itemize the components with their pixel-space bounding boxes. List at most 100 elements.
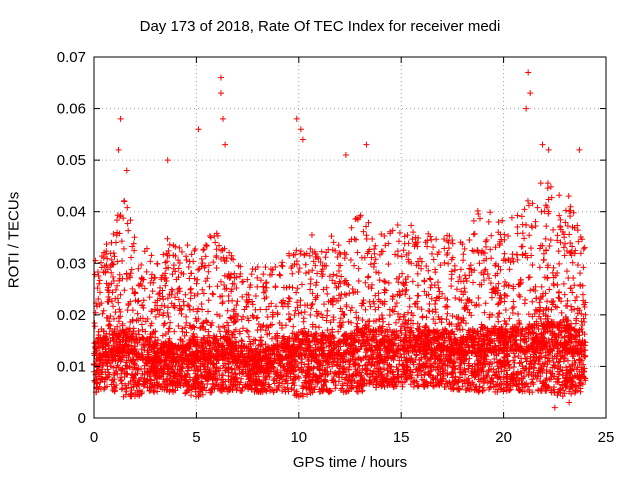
data-point — [404, 273, 411, 280]
data-point — [112, 286, 119, 293]
data-point — [250, 314, 257, 321]
data-point — [462, 371, 469, 378]
data-point — [564, 247, 571, 254]
data-point — [221, 245, 228, 252]
data-point — [543, 223, 550, 230]
data-point — [355, 388, 362, 395]
data-point — [571, 250, 578, 257]
data-point — [410, 229, 417, 236]
data-point — [135, 265, 142, 272]
data-point — [244, 328, 251, 335]
data-point — [114, 295, 121, 302]
data-point — [162, 282, 169, 289]
data-point — [202, 253, 209, 260]
data-point — [526, 274, 533, 281]
data-point — [188, 392, 195, 399]
data-point — [147, 322, 154, 329]
data-point — [544, 180, 551, 187]
data-point — [143, 268, 150, 275]
data-point — [358, 254, 365, 261]
data-point — [263, 279, 270, 286]
data-point — [515, 310, 522, 317]
data-point — [567, 203, 574, 210]
data-point — [419, 314, 426, 321]
data-point — [360, 228, 367, 235]
data-point — [171, 328, 178, 335]
data-point — [128, 254, 135, 261]
data-point — [546, 286, 553, 293]
data-point — [556, 386, 563, 393]
data-point — [457, 266, 464, 273]
data-point — [547, 183, 554, 190]
data-point — [376, 251, 383, 258]
data-point — [475, 211, 482, 218]
data-point — [319, 314, 326, 321]
data-point — [272, 303, 279, 310]
data-point — [249, 301, 256, 308]
data-point — [166, 241, 173, 248]
data-point — [148, 252, 155, 259]
data-point — [263, 284, 270, 291]
data-point — [186, 275, 193, 282]
data-point — [406, 295, 413, 302]
data-point — [324, 327, 331, 334]
data-point — [564, 357, 571, 364]
data-point — [555, 248, 562, 255]
data-point — [445, 260, 452, 267]
data-point — [362, 279, 369, 286]
data-point — [393, 300, 400, 307]
data-point — [324, 290, 331, 297]
data-point — [528, 252, 535, 259]
data-point — [561, 252, 568, 259]
data-point — [172, 294, 179, 301]
data-point — [348, 319, 355, 326]
data-point — [93, 303, 100, 310]
data-point — [458, 316, 465, 323]
data-point — [187, 285, 194, 292]
data-point — [195, 266, 202, 273]
data-point — [343, 291, 350, 298]
data-point — [186, 258, 193, 265]
data-point — [100, 307, 107, 314]
data-point — [262, 264, 269, 271]
data-point — [185, 264, 192, 271]
data-point — [110, 371, 117, 378]
data-point — [188, 251, 195, 258]
data-point — [524, 197, 531, 204]
data-point — [519, 251, 526, 258]
data-point — [258, 334, 265, 341]
data-point — [245, 333, 252, 340]
data-point — [97, 379, 104, 386]
data-point — [175, 322, 182, 329]
data-point — [432, 376, 439, 383]
data-point — [525, 311, 532, 318]
data-point — [309, 267, 316, 274]
data-point — [565, 193, 572, 200]
data-point — [286, 295, 293, 302]
data-point — [556, 358, 563, 365]
data-point — [526, 232, 533, 239]
data-point — [401, 240, 408, 247]
data-point — [449, 236, 456, 243]
data-point — [397, 327, 404, 334]
data-point — [260, 271, 267, 278]
data-point — [178, 306, 185, 313]
data-point — [125, 302, 132, 309]
data-point — [309, 300, 316, 307]
data-point — [432, 320, 439, 327]
data-point — [459, 326, 466, 333]
data-point — [529, 200, 536, 207]
data-point — [292, 307, 299, 314]
data-point — [363, 370, 370, 377]
x-axis-label: GPS time / hours — [292, 454, 408, 471]
data-point — [475, 295, 482, 302]
data-point — [357, 212, 364, 219]
data-point — [224, 307, 231, 314]
data-point — [566, 208, 573, 215]
data-point — [259, 341, 266, 348]
data-point — [164, 295, 171, 302]
data-point — [466, 355, 473, 362]
data-point — [432, 359, 439, 366]
data-point — [202, 241, 209, 248]
data-point — [348, 224, 355, 231]
